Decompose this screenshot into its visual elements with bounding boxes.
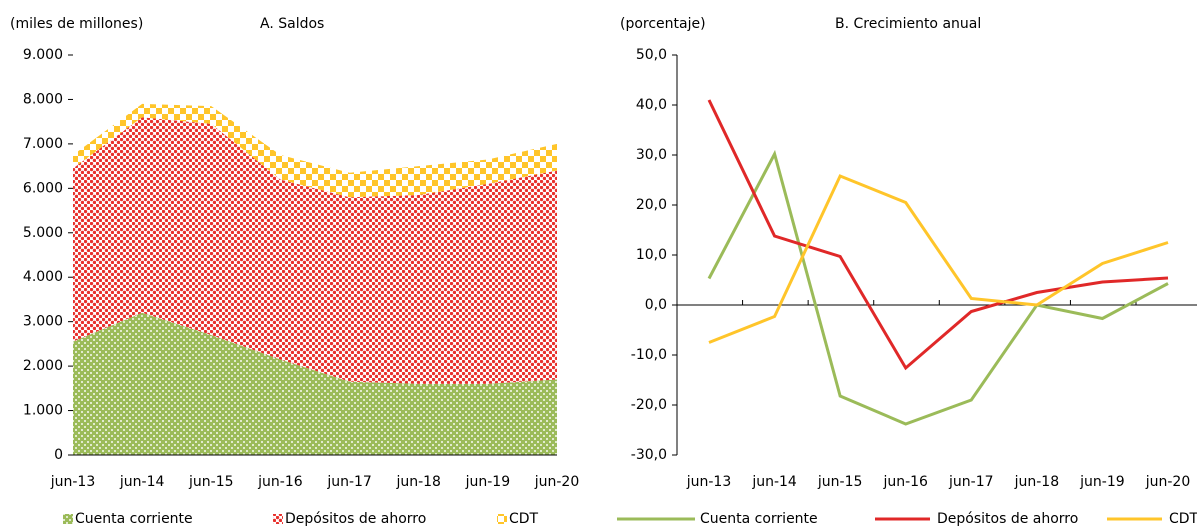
x-tick-label: jun-13 [686, 474, 732, 490]
y-tick-label: 0 [54, 447, 63, 463]
legend-label: Cuenta corriente [700, 511, 818, 527]
y-tick-label: 9.000 [23, 47, 63, 63]
x-tick-label: jun-16 [882, 474, 928, 490]
y-tick-label: -30,0 [631, 447, 667, 463]
y-tick-label: -20,0 [631, 397, 667, 413]
chart-title: A. Saldos [260, 16, 324, 32]
y-tick-label: 6.000 [23, 180, 63, 196]
area [73, 117, 557, 384]
x-tick-label: jun-13 [50, 474, 96, 490]
y-tick-label: 4.000 [23, 269, 63, 285]
y-tick-label: 5.000 [23, 225, 63, 241]
chart-title: B. Crecimiento anual [835, 16, 981, 32]
y-tick-label: 50,0 [636, 47, 667, 63]
x-tick-label: jun-15 [188, 474, 234, 490]
area [73, 312, 557, 455]
y-tick-label: 40,0 [636, 97, 667, 113]
x-tick-label: jun-15 [817, 474, 863, 490]
y-tick-label: 1.000 [23, 403, 63, 419]
x-tick-label: jun-20 [1145, 474, 1191, 490]
y-tick-label: 30,0 [636, 147, 667, 163]
x-tick-label: jun-19 [1079, 474, 1125, 490]
x-tick-label: jun-20 [534, 474, 580, 490]
line [707, 99, 1169, 371]
axis-title: (miles de millones) [10, 16, 143, 32]
legend-label: CDT [1169, 511, 1197, 527]
y-tick-label: -10,0 [631, 347, 667, 363]
x-tick-label: jun-16 [257, 474, 303, 490]
legend-label: Depósitos de ahorro [937, 511, 1078, 527]
y-tick-label: 2.000 [23, 358, 63, 374]
y-tick-label: 10,0 [636, 247, 667, 263]
x-tick-label: jun-14 [751, 474, 797, 490]
line [708, 174, 1169, 344]
y-tick-label: 20,0 [636, 197, 667, 213]
legend-swatch [63, 514, 73, 524]
y-tick-label: 3.000 [23, 314, 63, 330]
x-tick-label: jun-17 [326, 474, 372, 490]
line [707, 149, 1169, 426]
x-tick-label: jun-18 [1014, 474, 1060, 490]
y-tick-label: 8.000 [23, 91, 63, 107]
axis-title: (porcentaje) [620, 16, 706, 32]
legend-swatch [273, 514, 283, 524]
legend-label: Cuenta corriente [75, 511, 193, 527]
x-tick-label: jun-19 [465, 474, 511, 490]
y-tick-label: 7.000 [23, 136, 63, 152]
y-tick-label: 0,0 [645, 297, 667, 313]
legend-label: CDT [509, 511, 539, 527]
x-tick-label: jun-17 [948, 474, 994, 490]
x-tick-label: jun-14 [119, 474, 165, 490]
area [73, 103, 557, 198]
x-tick-label: jun-18 [395, 474, 441, 490]
legend-label: Depósitos de ahorro [285, 511, 426, 527]
legend-swatch [497, 514, 507, 524]
